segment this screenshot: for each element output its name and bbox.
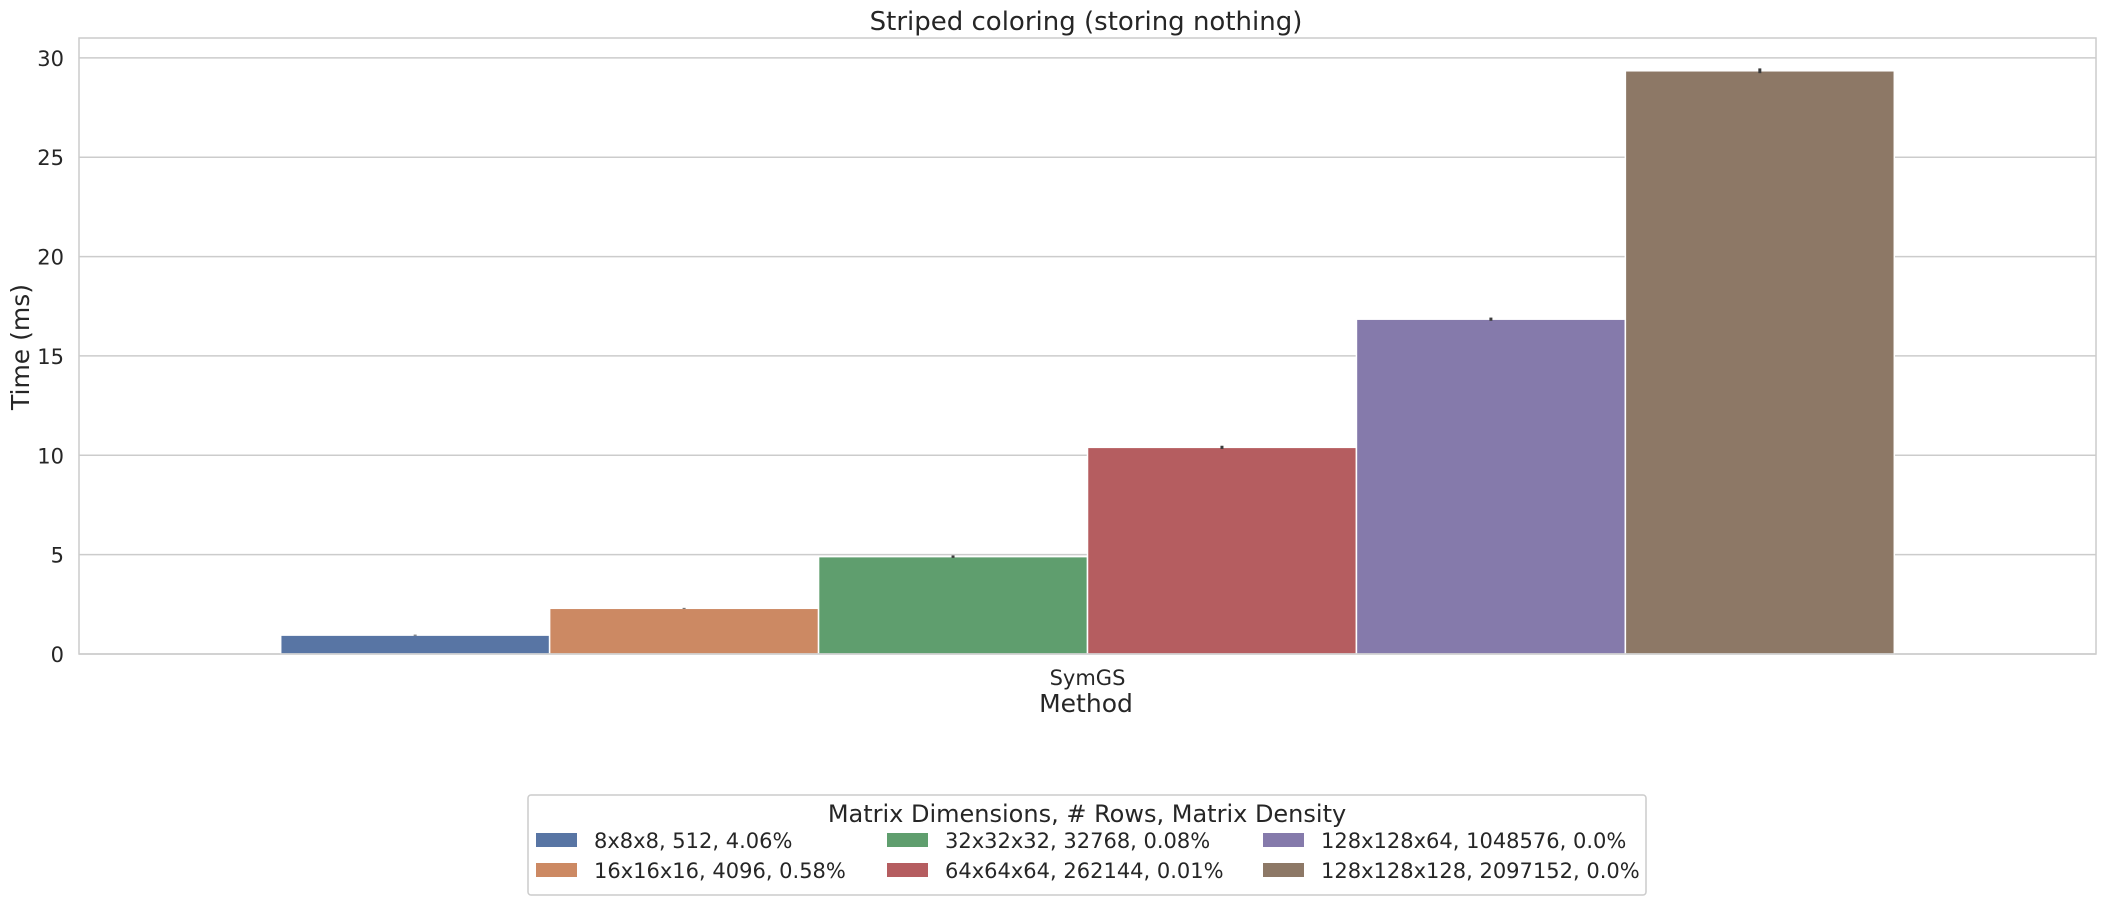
axes: 0 5 10 15 20 25 30 SymGS xyxy=(37,37,2097,690)
bar-series-2 xyxy=(548,607,820,655)
legend-swatch-4 xyxy=(887,863,928,877)
legend-label-1: 8x8x8, 512, 4.06% xyxy=(594,829,792,853)
bar-series-5 xyxy=(1355,318,1627,655)
y-tick-label: 20 xyxy=(37,246,64,270)
bar-series-1 xyxy=(279,634,551,655)
legend-swatch-2 xyxy=(536,863,577,877)
legend-label-2: 16x16x16, 4096, 0.58% xyxy=(594,859,846,883)
y-tick-label: 0 xyxy=(51,643,64,667)
y-tick-label: 15 xyxy=(37,345,64,369)
legend-swatch-3 xyxy=(887,833,928,847)
bars xyxy=(279,68,1896,655)
y-tick-label: 30 xyxy=(37,47,64,71)
legend-swatch-5 xyxy=(1263,833,1304,847)
y-tick-label: 25 xyxy=(37,146,64,170)
x-tick-label: SymGS xyxy=(1050,666,1126,690)
legend-title: Matrix Dimensions, # Rows, Matrix Densit… xyxy=(828,800,1346,828)
legend-swatch-1 xyxy=(536,833,577,847)
bar-series-3 xyxy=(817,555,1089,655)
bar-series-4 xyxy=(1086,446,1358,655)
y-tick-label: 10 xyxy=(37,444,64,468)
legend-label-5: 128x128x64, 1048576, 0.0% xyxy=(1321,829,1626,853)
y-axis-label: Time (ms) xyxy=(6,284,35,411)
plot-frame xyxy=(78,37,2097,655)
legend-label-6: 128x128x128, 2097152, 0.0% xyxy=(1321,859,1640,883)
y-tick-label: 5 xyxy=(51,544,64,568)
legend-label-3: 32x32x32, 32768, 0.08% xyxy=(945,829,1210,853)
bar-series-6 xyxy=(1624,70,1896,655)
x-axis-label: Method xyxy=(1039,689,1133,718)
chart-title: Striped coloring (storing nothing) xyxy=(870,7,1303,37)
legend-label-4: 64x64x64, 262144, 0.01% xyxy=(945,859,1224,883)
legend: Matrix Dimensions, # Rows, Matrix Densit… xyxy=(527,794,1647,896)
legend-swatch-6 xyxy=(1263,863,1304,877)
legend-box xyxy=(527,794,1647,896)
